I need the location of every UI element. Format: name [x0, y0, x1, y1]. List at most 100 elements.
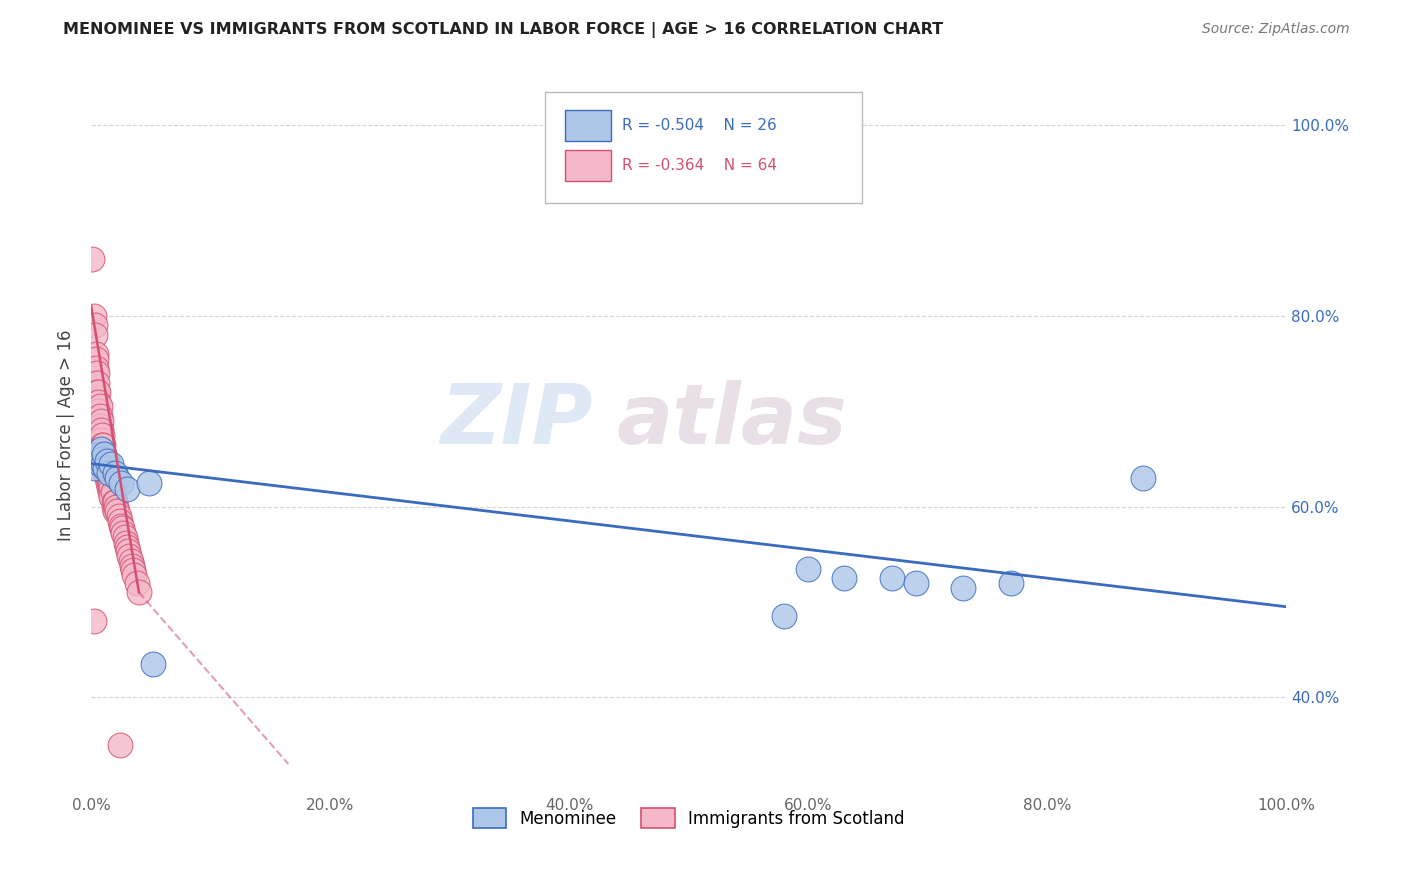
- Point: [84, 347, 107, 361]
- Point: [93, 461, 115, 475]
- Point: [96, 471, 118, 485]
- Point: [121, 558, 143, 573]
- Point: [125, 575, 148, 590]
- Point: [82, 252, 104, 266]
- Point: [83, 461, 105, 475]
- Point: [90, 423, 112, 437]
- Point: [97, 475, 120, 490]
- Point: [94, 461, 117, 475]
- Point: [110, 518, 132, 533]
- Text: R = -0.364    N = 64: R = -0.364 N = 64: [621, 158, 776, 173]
- Point: [89, 400, 111, 414]
- Point: [118, 549, 141, 563]
- FancyBboxPatch shape: [565, 110, 610, 141]
- Point: [94, 466, 117, 480]
- Point: [86, 376, 108, 390]
- Point: [103, 495, 125, 509]
- Point: [117, 544, 139, 558]
- Point: [91, 457, 114, 471]
- Point: [110, 475, 132, 490]
- Point: [93, 451, 115, 466]
- Point: [100, 481, 122, 495]
- Point: [98, 475, 121, 490]
- Point: [105, 500, 128, 514]
- Text: R = -0.504    N = 26: R = -0.504 N = 26: [621, 118, 776, 133]
- Point: [138, 475, 160, 490]
- Text: atlas: atlas: [617, 380, 848, 461]
- Point: [107, 509, 129, 524]
- Point: [83, 614, 105, 628]
- Point: [83, 309, 105, 323]
- Point: [107, 504, 129, 518]
- Y-axis label: In Labor Force | Age > 16: In Labor Force | Age > 16: [58, 329, 75, 541]
- Point: [83, 327, 105, 342]
- Point: [86, 451, 108, 466]
- Point: [115, 540, 138, 554]
- Point: [98, 466, 121, 480]
- Point: [112, 526, 135, 541]
- Point: [108, 514, 131, 528]
- Point: [90, 428, 112, 442]
- Point: [797, 561, 820, 575]
- Point: [120, 554, 142, 568]
- Text: Source: ZipAtlas.com: Source: ZipAtlas.com: [1202, 22, 1350, 37]
- Point: [96, 454, 118, 468]
- Point: [90, 433, 112, 447]
- Point: [122, 568, 145, 582]
- Point: [90, 414, 112, 428]
- Point: [87, 404, 110, 418]
- Point: [100, 457, 122, 471]
- Point: [104, 495, 127, 509]
- Point: [91, 437, 114, 451]
- Point: [104, 504, 127, 518]
- Point: [87, 385, 110, 400]
- Point: [98, 481, 121, 495]
- Point: [98, 485, 121, 500]
- Point: [83, 318, 105, 333]
- Point: [90, 447, 112, 461]
- Point: [87, 447, 110, 461]
- Point: [773, 609, 796, 624]
- Point: [90, 442, 112, 457]
- Point: [108, 738, 131, 752]
- Point: [880, 571, 903, 585]
- Text: ZIP: ZIP: [440, 380, 593, 461]
- Point: [89, 409, 111, 423]
- Point: [107, 471, 129, 485]
- Point: [89, 418, 111, 433]
- Point: [91, 447, 114, 461]
- Point: [91, 457, 114, 471]
- Point: [96, 461, 118, 475]
- Point: [1000, 575, 1022, 590]
- Point: [101, 485, 124, 500]
- Point: [93, 447, 115, 461]
- Point: [952, 581, 974, 595]
- Point: [832, 571, 855, 585]
- Point: [97, 466, 120, 480]
- Point: [90, 451, 112, 466]
- Point: [111, 520, 134, 534]
- Point: [122, 564, 145, 578]
- Point: [142, 657, 165, 671]
- Point: [1132, 471, 1154, 485]
- Point: [89, 457, 111, 471]
- FancyBboxPatch shape: [546, 92, 862, 202]
- FancyBboxPatch shape: [565, 150, 610, 181]
- Point: [87, 394, 110, 409]
- Point: [90, 437, 112, 451]
- Point: [114, 536, 136, 550]
- Point: [98, 471, 121, 485]
- Point: [86, 366, 108, 380]
- Text: MENOMINEE VS IMMIGRANTS FROM SCOTLAND IN LABOR FORCE | AGE > 16 CORRELATION CHAR: MENOMINEE VS IMMIGRANTS FROM SCOTLAND IN…: [63, 22, 943, 38]
- Point: [84, 351, 107, 366]
- Point: [103, 500, 125, 514]
- Point: [86, 385, 108, 400]
- Point: [128, 585, 150, 599]
- Point: [104, 466, 127, 480]
- Legend: Menominee, Immigrants from Scotland: Menominee, Immigrants from Scotland: [465, 802, 911, 834]
- Point: [84, 361, 107, 376]
- Point: [100, 490, 122, 504]
- Point: [904, 575, 927, 590]
- Point: [94, 457, 117, 471]
- Point: [114, 530, 136, 544]
